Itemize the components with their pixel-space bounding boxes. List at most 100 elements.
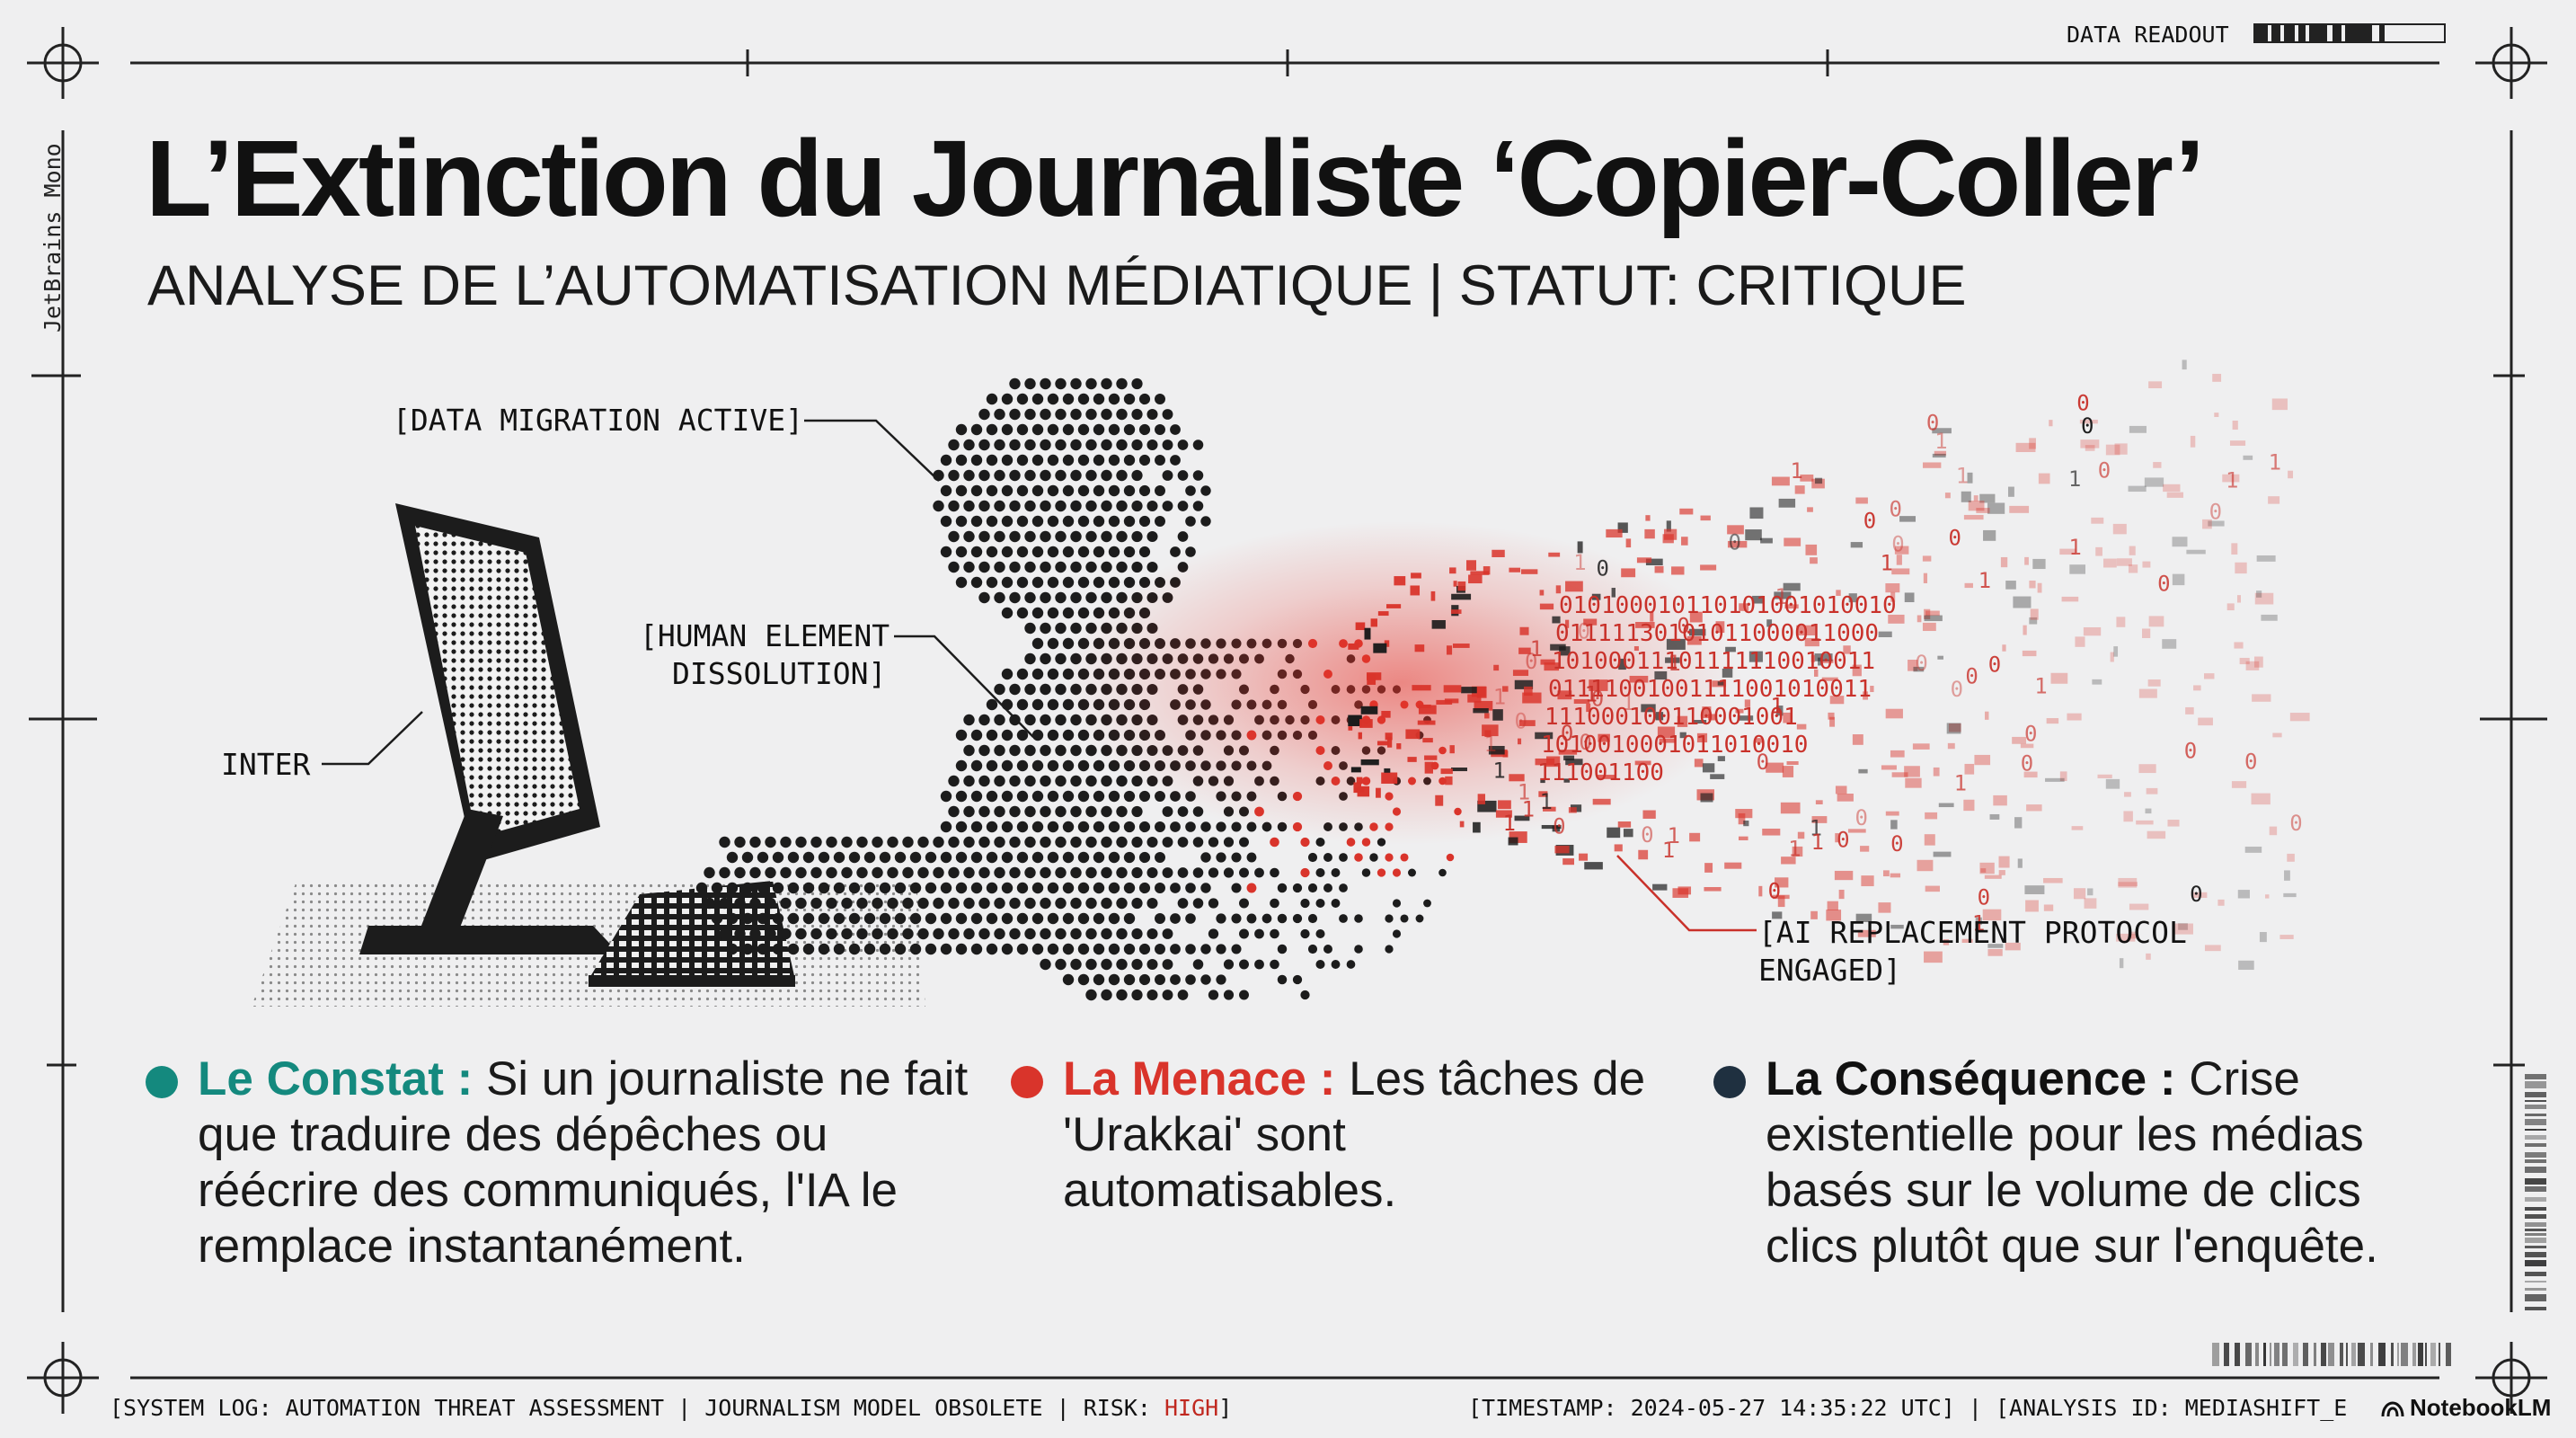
halftone-dot (963, 897, 975, 910)
particle (2020, 743, 2034, 749)
halftone-dot (1123, 790, 1136, 803)
particle (2269, 826, 2278, 836)
halftone-dot (1300, 928, 1310, 939)
halftone-dot (1055, 561, 1067, 573)
particle (1810, 910, 1818, 919)
particle (1468, 574, 1483, 584)
halftone-dot (1146, 408, 1158, 421)
binary-digit: 0 (2081, 413, 2094, 439)
barcode-bar (2224, 1343, 2229, 1366)
halftone-dot (1009, 500, 1021, 512)
particle (1826, 910, 1842, 921)
particle (1377, 741, 1389, 746)
halftone-dot (1077, 546, 1090, 558)
halftone-dot (741, 851, 754, 864)
column-heading: Le Constat : (198, 1052, 474, 1105)
particle (1495, 810, 1512, 818)
halftone-dot (1116, 897, 1128, 910)
halftone-dot (1223, 867, 1235, 878)
halftone-dot (1101, 866, 1112, 879)
particle (1689, 832, 1701, 842)
halftone-dot (1062, 943, 1075, 955)
halftone-dot (1300, 867, 1310, 878)
halftone-dot (1047, 912, 1059, 925)
particle (1984, 874, 2002, 879)
halftone-dot (1016, 484, 1029, 497)
particle (1373, 643, 1387, 653)
halftone-dot (978, 836, 990, 848)
halftone-dot (970, 484, 983, 497)
barcode-bar (2245, 1343, 2252, 1366)
particle (2163, 484, 2181, 493)
halftone-dot (1077, 851, 1090, 864)
halftone-dot (1170, 883, 1181, 893)
halftone-dot (917, 836, 929, 848)
halftone-dot (1093, 576, 1105, 589)
particle (1583, 618, 1598, 626)
particle (1938, 803, 1954, 808)
halftone-dot (1009, 377, 1021, 390)
particle (2102, 558, 2117, 568)
halftone-dot (1055, 439, 1067, 451)
halftone-dot (1300, 837, 1310, 848)
halftone-dot (1131, 958, 1143, 971)
halftone-dot (1123, 943, 1136, 955)
halftone-dot (1070, 744, 1082, 757)
halftone-dot (1254, 867, 1264, 878)
binary-digit: 1 (1978, 568, 1991, 593)
particle (1784, 604, 1799, 609)
halftone-dot (1031, 759, 1044, 772)
particle (1735, 708, 1744, 714)
particle (1677, 715, 1688, 727)
halftone-dot (1016, 790, 1029, 803)
particle (2002, 644, 2006, 652)
halftone-dot (1016, 943, 1029, 955)
halftone-dot (1077, 759, 1090, 772)
particle (2080, 439, 2100, 448)
particle (1899, 516, 1917, 522)
halftone-dot (909, 882, 922, 894)
particle (1752, 595, 1764, 604)
brand-notebooklm: NotebookLM (2381, 1394, 2551, 1422)
particle (2136, 820, 2154, 825)
barcode-bar (2282, 1343, 2288, 1366)
halftone-dot (765, 866, 776, 879)
halftone-dot (1085, 775, 1097, 787)
halftone-dot (1062, 576, 1075, 589)
halftone-dot (1155, 424, 1165, 435)
halftone-dot (1070, 775, 1082, 787)
risk-level: HIGH (1164, 1395, 1219, 1421)
halftone-dot (1047, 882, 1059, 894)
particle (2037, 582, 2042, 593)
notebooklm-logo-icon (2381, 1401, 2404, 1417)
binary-digit: 1 (1775, 584, 1787, 609)
halftone-dot (1138, 851, 1151, 864)
binary-digit: 1 (1972, 910, 1985, 936)
halftone-dot (872, 836, 883, 848)
halftone-dot (863, 882, 876, 894)
halftone-dot (1185, 913, 1196, 924)
barcode-bar (2525, 1307, 2546, 1310)
halftone-dot (795, 866, 807, 879)
binary-digit: 0 (2024, 721, 2037, 746)
halftone-dot (1155, 455, 1165, 466)
halftone-dot (1354, 914, 1363, 923)
particle (2023, 625, 2027, 635)
particle (1993, 794, 2007, 806)
halftone-dot (1047, 668, 1059, 680)
barcode-bar (2418, 1343, 2423, 1366)
particle (1519, 626, 1529, 635)
halftone-dot (1123, 821, 1136, 833)
halftone-dot (1077, 973, 1090, 986)
halftone-dot (925, 912, 937, 925)
halftone-dot (986, 515, 998, 528)
binary-digit: 0 (1948, 526, 1961, 551)
particle (2012, 736, 2027, 744)
halftone-dot (994, 561, 1005, 573)
halftone-dot (963, 805, 975, 818)
halftone-dot (970, 454, 983, 466)
particle (1412, 685, 1431, 691)
halftone-dot (1300, 898, 1310, 909)
halftone-dot (1001, 668, 1014, 680)
particle (1584, 862, 1603, 870)
